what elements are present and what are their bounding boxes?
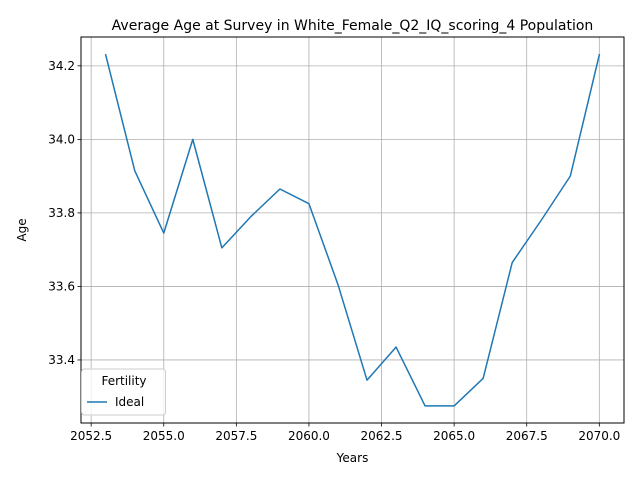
y-tick-label: 33.8 (48, 206, 75, 220)
x-tick-label: 2065.0 (433, 429, 475, 443)
chart-title: Average Age at Survey in White_Female_Q2… (112, 18, 594, 34)
x-tick-label: 2057.5 (215, 429, 257, 443)
legend-title: Fertility (101, 374, 146, 388)
x-tick-label: 2055.0 (143, 429, 185, 443)
x-tick-label: 2060.0 (288, 429, 330, 443)
y-tick-label: 34.0 (48, 132, 75, 146)
x-tick-label: 2052.5 (70, 429, 112, 443)
x-tick-label: 2070.0 (578, 429, 620, 443)
y-tick-label: 33.4 (48, 353, 75, 367)
legend-label-ideal: Ideal (115, 395, 144, 409)
legend: Fertility Ideal (81, 368, 166, 416)
x-axis-label: Years (336, 451, 369, 465)
series-layer (104, 53, 601, 407)
y-tick-label: 34.2 (48, 59, 75, 73)
x-tick-label: 2067.5 (506, 429, 548, 443)
series-line-ideal (104, 53, 601, 407)
legend-box (81, 368, 166, 416)
grid-lines (81, 37, 624, 423)
y-axis-ticks: 33.4 33.6 33.8 34.0 34.2 (48, 59, 81, 367)
y-axis-label: Age (15, 218, 29, 241)
x-axis-ticks: 2052.5 2055.0 2057.5 2060.0 2062.5 2065.0 2067… (70, 423, 620, 443)
plot-frame (80, 36, 625, 424)
y-tick-label: 33.6 (48, 279, 75, 293)
x-tick-label: 2062.5 (361, 429, 403, 443)
